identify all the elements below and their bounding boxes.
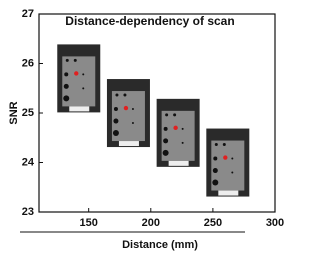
y-tick-label: 24 bbox=[22, 156, 35, 168]
x-axis-label: Distance (mm) bbox=[122, 239, 198, 251]
y-tick-label: 25 bbox=[22, 107, 34, 119]
chart: Distance-dependency of scan Distance (mm… bbox=[0, 0, 289, 253]
phantom-dot bbox=[223, 143, 226, 146]
y-axis-label: SNR bbox=[8, 101, 20, 124]
phantom-dot bbox=[113, 119, 118, 124]
point bbox=[124, 106, 128, 110]
phantom-dot bbox=[182, 142, 184, 144]
phantom-dot bbox=[63, 95, 69, 101]
phantom-dot bbox=[113, 130, 119, 136]
phantom-dot bbox=[115, 94, 118, 97]
phantom-dot bbox=[173, 113, 176, 116]
phantom-dot bbox=[215, 143, 218, 146]
x-tick-label: 250 bbox=[204, 217, 222, 229]
scan-label bbox=[119, 141, 139, 146]
point bbox=[74, 71, 78, 75]
phantom-dot bbox=[231, 172, 233, 174]
scan-label bbox=[169, 161, 189, 166]
point bbox=[173, 126, 177, 130]
phantom-dot bbox=[163, 138, 168, 143]
phantom-dot bbox=[164, 127, 168, 131]
x-tick-label: 150 bbox=[80, 217, 98, 229]
phantom-dot bbox=[213, 157, 217, 161]
x-tick-label: 300 bbox=[266, 217, 284, 229]
phantom-dot bbox=[231, 158, 233, 160]
phantom-dot bbox=[82, 87, 84, 89]
phantom-dot bbox=[123, 94, 126, 97]
phantom-dot bbox=[213, 168, 218, 173]
phantom-dot bbox=[66, 59, 69, 62]
scan-label bbox=[69, 106, 89, 111]
phantom-dot bbox=[114, 107, 118, 111]
phantom-dot bbox=[163, 150, 169, 156]
phantom-dot bbox=[82, 73, 84, 75]
y-tick-label: 27 bbox=[22, 8, 34, 20]
phantom-dot bbox=[212, 180, 218, 186]
phantom-dot bbox=[64, 72, 68, 76]
phantom-dot bbox=[132, 122, 134, 124]
chart-title: Distance-dependency of scan bbox=[65, 14, 234, 28]
phantom-dot bbox=[132, 108, 134, 110]
x-tick-label: 200 bbox=[142, 217, 160, 229]
point bbox=[223, 155, 227, 159]
phantom-dot bbox=[165, 113, 168, 116]
y-tick-label: 26 bbox=[22, 57, 34, 69]
phantom-dot bbox=[64, 84, 69, 89]
phantom-dot bbox=[182, 128, 184, 130]
phantom-dot bbox=[74, 59, 77, 62]
scan-label bbox=[218, 191, 238, 196]
y-tick-label: 23 bbox=[22, 206, 34, 218]
